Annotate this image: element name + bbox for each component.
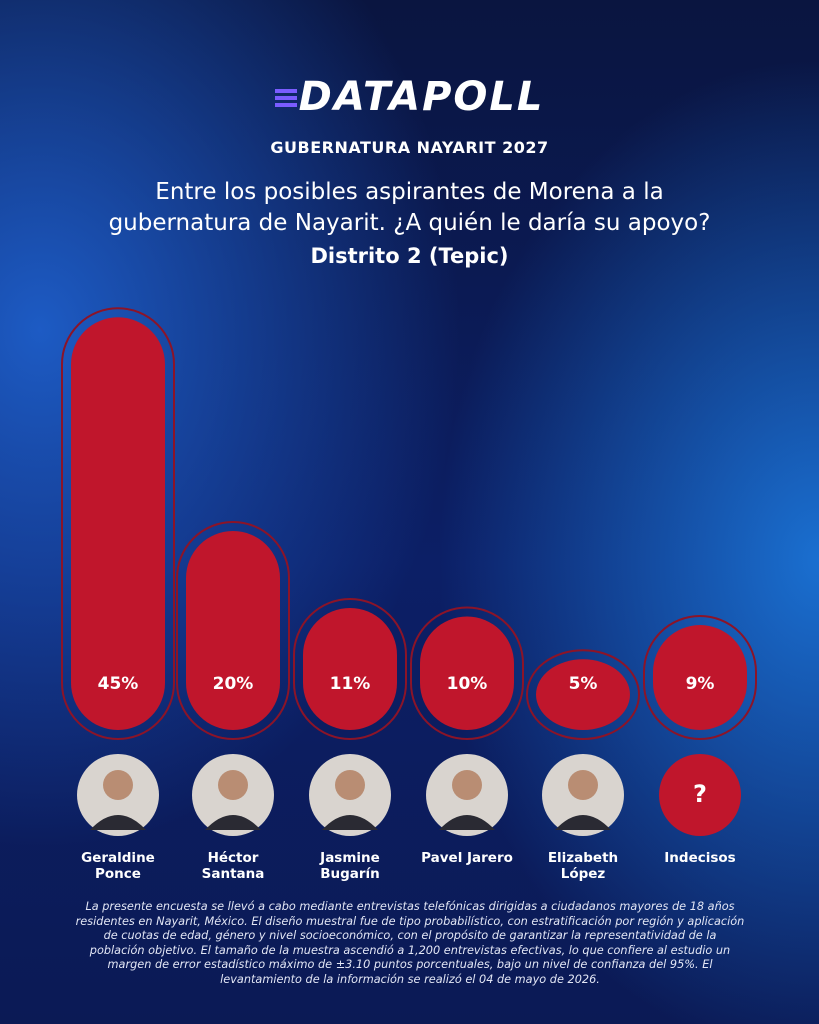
photo-body [439,815,495,830]
bar [653,625,747,730]
photo-body [322,815,378,830]
category-label: Pavel Jarero [421,850,513,866]
brand-logo: DATAPOLL [275,74,545,120]
bar-ring [176,521,290,740]
unknown-label: ? [693,780,707,808]
value-label: 9% [686,674,715,694]
bar [420,616,514,730]
bar-ring [643,615,757,740]
category-label: Geraldine Ponce [81,850,155,882]
bar-ring [61,307,175,740]
value-label: 20% [213,674,254,694]
bar [536,659,630,730]
category-label: Elizabeth López [547,850,619,882]
photo-head [103,770,133,800]
bar [303,607,397,730]
value-label: 5% [569,674,598,694]
photo-head [452,770,482,800]
value-label: 11% [330,674,371,694]
bar-ring [293,597,407,741]
bar-ring [410,606,524,740]
bar [71,317,165,730]
category-label: Héctor Santana [201,850,265,882]
photo-body [90,815,146,830]
photo-head [218,770,248,800]
chart-title: Entre los posibles aspirantes de Morena … [108,179,711,236]
category-label: Indecisos [664,850,736,866]
photo-body [555,815,611,830]
photo-body [205,815,261,830]
value-label: 10% [447,674,488,694]
footnote: La presente encuesta se llevó a cabo med… [75,900,745,986]
unknown-icon [659,754,741,836]
district: Distrito 2 (Tepic) [310,244,509,268]
photo-head [335,770,365,800]
value-label: 45% [98,674,139,694]
category-label: Jasmine Bugarín [320,850,380,882]
bar [186,531,280,730]
subtitle: GUBERNATURA NAYARIT 2027 [270,138,549,157]
bar-ring [526,649,640,740]
brand: DATAPOLL [0,74,819,120]
photo-head [568,770,598,800]
